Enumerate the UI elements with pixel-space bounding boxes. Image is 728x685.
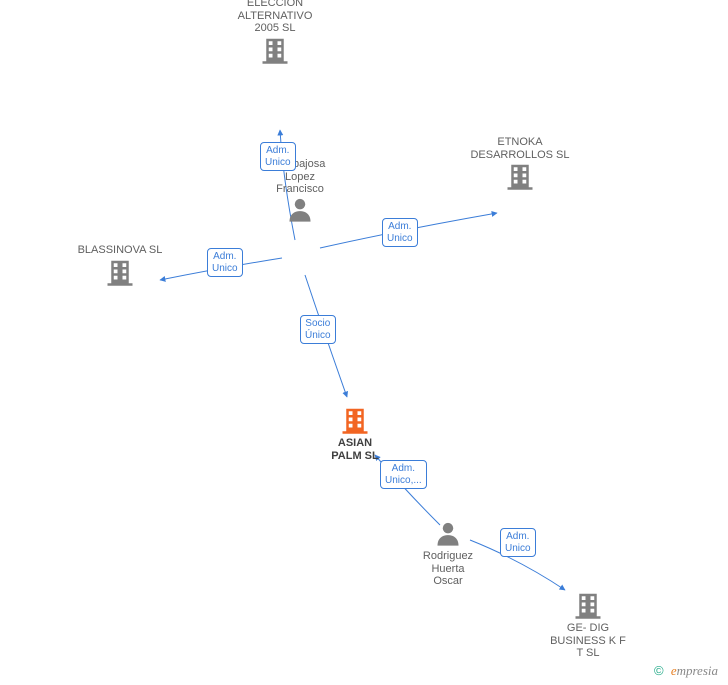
copyright-symbol: ©	[654, 663, 664, 678]
node-label: ELECCIONALTERNATIVO2005 SL	[215, 0, 335, 35]
person-node-rodriguez[interactable]: RodriguezHuertaOscar	[388, 520, 508, 588]
edge-label-garbajosa-eleccion: Adm. Unico	[260, 142, 296, 171]
edge-label-garbajosa-asian: Socio Único	[300, 315, 336, 344]
edge-label-rodriguez-asian: Adm. Unico,...	[380, 460, 427, 489]
company-node-asian[interactable]: ASIANPALM SL	[295, 405, 415, 462]
node-label: RodriguezHuertaOscar	[388, 550, 508, 588]
company-node-etnoka[interactable]: ETNOKADESARROLLOS SL	[460, 134, 580, 191]
edge-label-garbajosa-etnoka: Adm. Unico	[382, 218, 418, 247]
person-node-garbajosa[interactable]: GarbajosaLopezFrancisco	[240, 156, 360, 224]
edge-label-garbajosa-blassinova: Adm. Unico	[207, 248, 243, 277]
node-label: GE- DIGBUSINESS K FT SL	[528, 622, 648, 660]
company-node-eleccion[interactable]: ELECCIONALTERNATIVO2005 SL	[215, 0, 335, 65]
diagram-canvas	[0, 0, 728, 685]
node-label: BLASSINOVA SL	[60, 244, 180, 257]
edge-label-rodriguez-gedig: Adm. Unico	[500, 528, 536, 557]
company-node-gedig[interactable]: GE- DIGBUSINESS K FT SL	[528, 590, 648, 660]
company-node-blassinova[interactable]: BLASSINOVA SL	[60, 242, 180, 287]
watermark: © empresia	[654, 663, 718, 679]
node-label: ETNOKADESARROLLOS SL	[460, 136, 580, 161]
node-label: ASIANPALM SL	[295, 437, 415, 462]
brand-rest: mpresia	[677, 663, 718, 678]
node-label: GarbajosaLopezFrancisco	[240, 158, 360, 196]
